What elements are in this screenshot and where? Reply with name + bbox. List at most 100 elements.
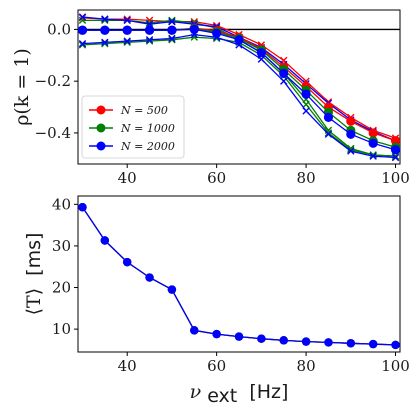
top-x-tick-label: 60 xyxy=(207,169,226,187)
bottom-x-tick-label: 40 xyxy=(118,357,137,375)
top-data-point xyxy=(189,24,199,35)
bottom-data-point xyxy=(391,340,400,350)
top-data-point xyxy=(390,145,401,155)
top-data-point xyxy=(280,77,288,85)
top-data-point xyxy=(101,39,109,48)
legend-entry-n500: N = 500 xyxy=(89,104,168,117)
top-data-point xyxy=(234,35,244,45)
top-x-tick-label: 100 xyxy=(381,169,410,187)
bottom-data-point xyxy=(324,338,333,347)
bottom-series-0 xyxy=(78,203,400,350)
bottom-data-point xyxy=(167,285,177,294)
top-y-tick-label: 0.0 xyxy=(47,20,71,38)
top-data-point xyxy=(212,28,222,38)
bottom-data-point xyxy=(368,339,378,349)
bottom-series-2 xyxy=(78,203,400,350)
top-data-point xyxy=(390,136,401,146)
top-data-point xyxy=(123,38,131,47)
legend-label-n2000: N = 2000 xyxy=(120,140,175,153)
bottom-series-line xyxy=(81,206,396,346)
top-data-point xyxy=(302,100,310,109)
bottom-data-point xyxy=(190,326,199,335)
top-data-point xyxy=(77,25,88,35)
top-plot-frame xyxy=(77,9,401,165)
bottom-y-axis-label: ⟨T⟩ [ms] xyxy=(23,233,45,316)
top-data-point xyxy=(168,34,176,43)
bottom-data-point xyxy=(346,339,356,348)
top-data-point xyxy=(101,16,109,25)
bottom-data-point xyxy=(145,273,154,282)
top-series-2 xyxy=(77,24,401,155)
top-data-point xyxy=(167,25,177,35)
top-data-point xyxy=(257,55,266,63)
top-data-point xyxy=(324,130,333,138)
bottom-panel: 40 60 80 100 10 20 30 40 ⟨T⟩ [ms] ν ext [Hz] xyxy=(23,195,410,407)
top-data-point xyxy=(301,89,311,99)
bottom-y-axis-symbol: ⟨T⟩ xyxy=(23,288,45,316)
bottom-series-1 xyxy=(78,203,400,350)
bottom-x-axis-subscript: ext xyxy=(207,385,237,407)
bottom-x-tick-label: 100 xyxy=(381,357,410,375)
legend-label-n500: N = 500 xyxy=(120,104,168,117)
legend-marker-n2000 xyxy=(96,141,106,151)
bottom-data-point xyxy=(257,334,266,343)
bottom-data-point xyxy=(100,236,110,245)
top-data-point xyxy=(122,25,132,35)
bottom-ticks: 40 60 80 100 10 20 30 40 xyxy=(52,195,410,375)
top-data-point xyxy=(346,129,356,139)
top-data-point xyxy=(302,107,310,115)
top-data-point xyxy=(101,15,109,23)
top-legend: N = 500 N = 1000 N = 2000 xyxy=(81,95,185,159)
top-data-point xyxy=(78,39,87,48)
legend-entry-n2000: N = 2000 xyxy=(89,140,175,153)
bottom-x-axis-symbol: ν xyxy=(190,381,202,403)
top-data-point xyxy=(145,19,154,27)
top-data-point xyxy=(145,37,154,45)
top-data-point xyxy=(100,25,110,35)
top-data-point xyxy=(368,138,378,148)
bottom-data-point xyxy=(212,329,221,339)
top-data-point xyxy=(279,68,289,79)
bottom-data-point xyxy=(122,257,132,267)
top-data-point xyxy=(369,152,377,160)
top-y-tick-label: −0.2 xyxy=(35,72,71,90)
top-ticks: 40 60 80 100 0.0 −0.2 −0.4 xyxy=(35,20,410,187)
legend-marker-n500 xyxy=(96,105,106,115)
top-y-tick-label: −0.4 xyxy=(35,124,71,142)
bottom-y-tick-label: 30 xyxy=(52,237,71,255)
top-data-point xyxy=(391,152,400,160)
bottom-y-tick-label: 40 xyxy=(52,195,71,213)
top-data-point xyxy=(347,147,355,155)
top-data-point xyxy=(78,41,87,49)
top-y-axis-label: ρ(k = 1) xyxy=(11,48,33,126)
bottom-x-tick-label: 80 xyxy=(297,357,316,375)
top-data-point xyxy=(323,112,334,123)
bottom-x-axis-label: ν ext [Hz] xyxy=(190,381,289,407)
top-x-tick-label: 80 xyxy=(297,169,316,187)
bottom-data-point xyxy=(234,332,244,341)
bottom-data-point xyxy=(78,203,87,212)
bottom-series-line xyxy=(81,206,396,346)
top-data-point xyxy=(123,16,131,25)
bottom-plot-frame xyxy=(77,195,401,353)
top-data-point xyxy=(346,116,356,126)
bottom-x-tick-label: 60 xyxy=(207,357,226,375)
bottom-y-tick-label: 20 xyxy=(52,279,71,297)
legend-marker-n1000 xyxy=(96,123,106,133)
top-data-point xyxy=(144,25,155,35)
top-data-point xyxy=(123,37,131,45)
bottom-series-group xyxy=(78,203,400,350)
bottom-x-axis-unit: [Hz] xyxy=(249,381,288,403)
top-panel: 40 60 80 100 0.0 −0.2 −0.4 ρ(k = 1) N = 500 N … xyxy=(11,9,410,187)
top-data-point xyxy=(391,153,400,162)
top-series-group xyxy=(77,13,401,162)
top-data-point xyxy=(369,151,377,159)
top-x-tick-label: 40 xyxy=(118,169,137,187)
top-data-point xyxy=(168,17,176,26)
top-data-point xyxy=(256,48,266,58)
bottom-data-point xyxy=(279,336,288,345)
top-data-point xyxy=(368,128,378,138)
legend-box xyxy=(81,95,185,159)
bottom-series-line xyxy=(81,206,396,346)
